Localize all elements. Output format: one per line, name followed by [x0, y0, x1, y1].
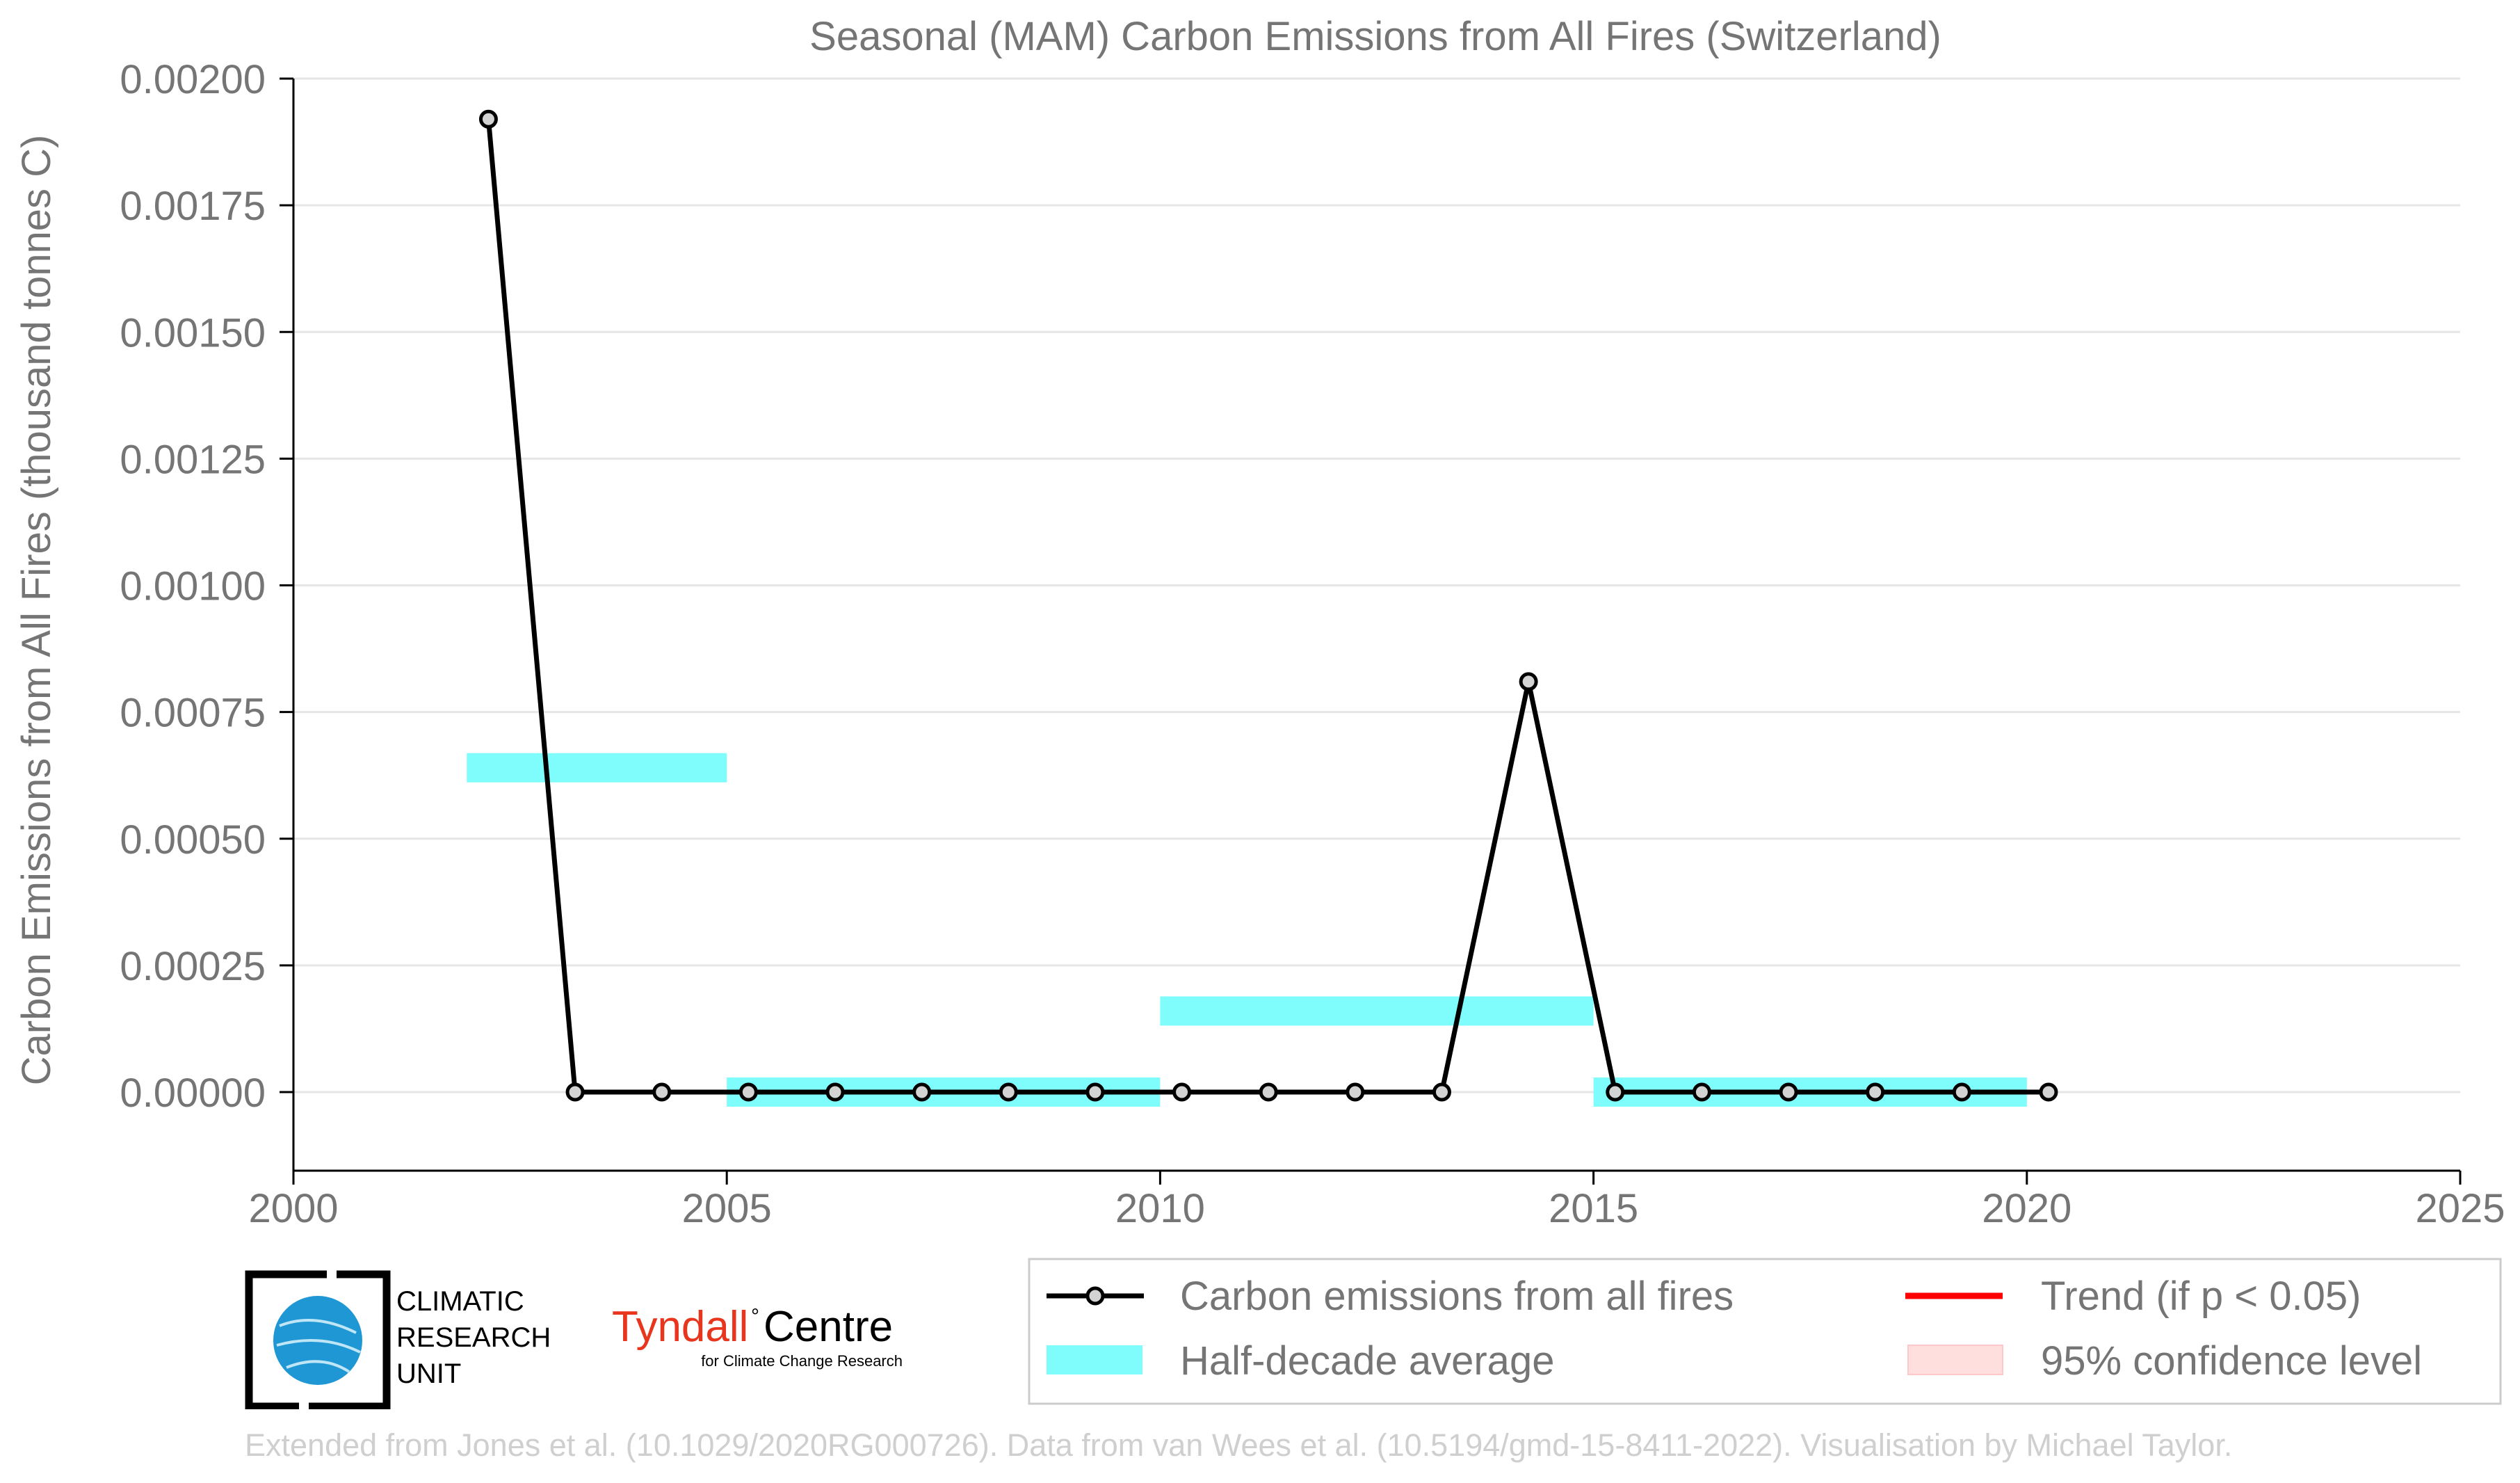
tyndall-subtitle: for Climate Change Research	[701, 1352, 903, 1370]
data-point	[912, 1082, 932, 1102]
y-tick-label: 0.00025	[120, 944, 266, 989]
y-tick-label: 0.00100	[120, 564, 266, 609]
y-tick-label: 0.00125	[120, 437, 266, 482]
data-point	[999, 1082, 1018, 1102]
series	[478, 109, 2058, 1102]
data-point	[1519, 672, 1538, 691]
series-line	[485, 118, 2049, 1095]
y-tick-label: 0.00175	[120, 184, 266, 229]
half-decade-average-bar	[467, 753, 727, 783]
y-tick-label: 0.00000	[120, 1071, 266, 1116]
data-point	[2039, 1082, 2058, 1102]
cru-logo-line-3: UNIT	[396, 1358, 461, 1389]
data-point	[1692, 1082, 1711, 1102]
y-tick-label: 0.00200	[120, 57, 266, 102]
tyndall-name: Tyndall	[612, 1303, 748, 1351]
tyndall-degree-mark: °	[751, 1305, 759, 1328]
cru-logo-line-1: CLIMATIC	[396, 1286, 524, 1317]
data-credit: Extended from Jones et al. (10.1029/2020…	[245, 1427, 2233, 1463]
data-point	[1172, 1082, 1192, 1102]
data-point	[1085, 1082, 1105, 1102]
data-point	[1259, 1082, 1278, 1102]
half-decade-average-bar	[1160, 996, 1594, 1026]
half-decade-average-bars	[467, 753, 2027, 1107]
cru-logo-line-2: RESEARCH	[396, 1322, 551, 1353]
x-tick-label: 2020	[1982, 1186, 2071, 1231]
y-axis: 0.00000 0.00025 0.00050 0.00075 0.00100 0.001…	[120, 57, 295, 1171]
data-point	[1432, 1082, 1451, 1102]
y-tick-label: 0.00075	[120, 691, 266, 736]
x-tick-label: 2010	[1115, 1186, 1205, 1231]
x-tick-label: 2005	[682, 1186, 772, 1231]
data-point	[1606, 1082, 1625, 1102]
data-point	[825, 1082, 845, 1102]
x-tick-label: 2025	[2415, 1186, 2505, 1231]
data-point	[1952, 1082, 1971, 1102]
data-point	[738, 1082, 758, 1102]
gridlines	[293, 77, 2460, 1093]
data-point	[1346, 1082, 1365, 1102]
data-point	[1779, 1082, 1798, 1102]
chart-title: Seasonal (MAM) Carbon Emissions from All…	[809, 14, 1941, 59]
tyndall-centre: Centre	[764, 1303, 893, 1351]
tyndall-centre-logo: Tyndall ° Centre for Climate Change Rese…	[612, 1299, 904, 1376]
climatic-research-unit-logo: CLIMATIC RESEARCH UNIT	[245, 1270, 572, 1411]
data-point	[652, 1082, 672, 1102]
x-axis: 2000 2005 2010 2015 2020 2025	[248, 1169, 2505, 1231]
x-tick-label: 2000	[248, 1186, 338, 1231]
data-point	[1866, 1082, 1885, 1102]
x-tick-label: 2015	[1549, 1186, 1638, 1231]
data-point	[478, 109, 498, 129]
y-axis-label: Carbon Emissions from All Fires (thousan…	[14, 135, 59, 1086]
y-tick-label: 0.00050	[120, 817, 266, 863]
y-tick-label: 0.00150	[120, 310, 266, 355]
data-point	[565, 1082, 585, 1102]
